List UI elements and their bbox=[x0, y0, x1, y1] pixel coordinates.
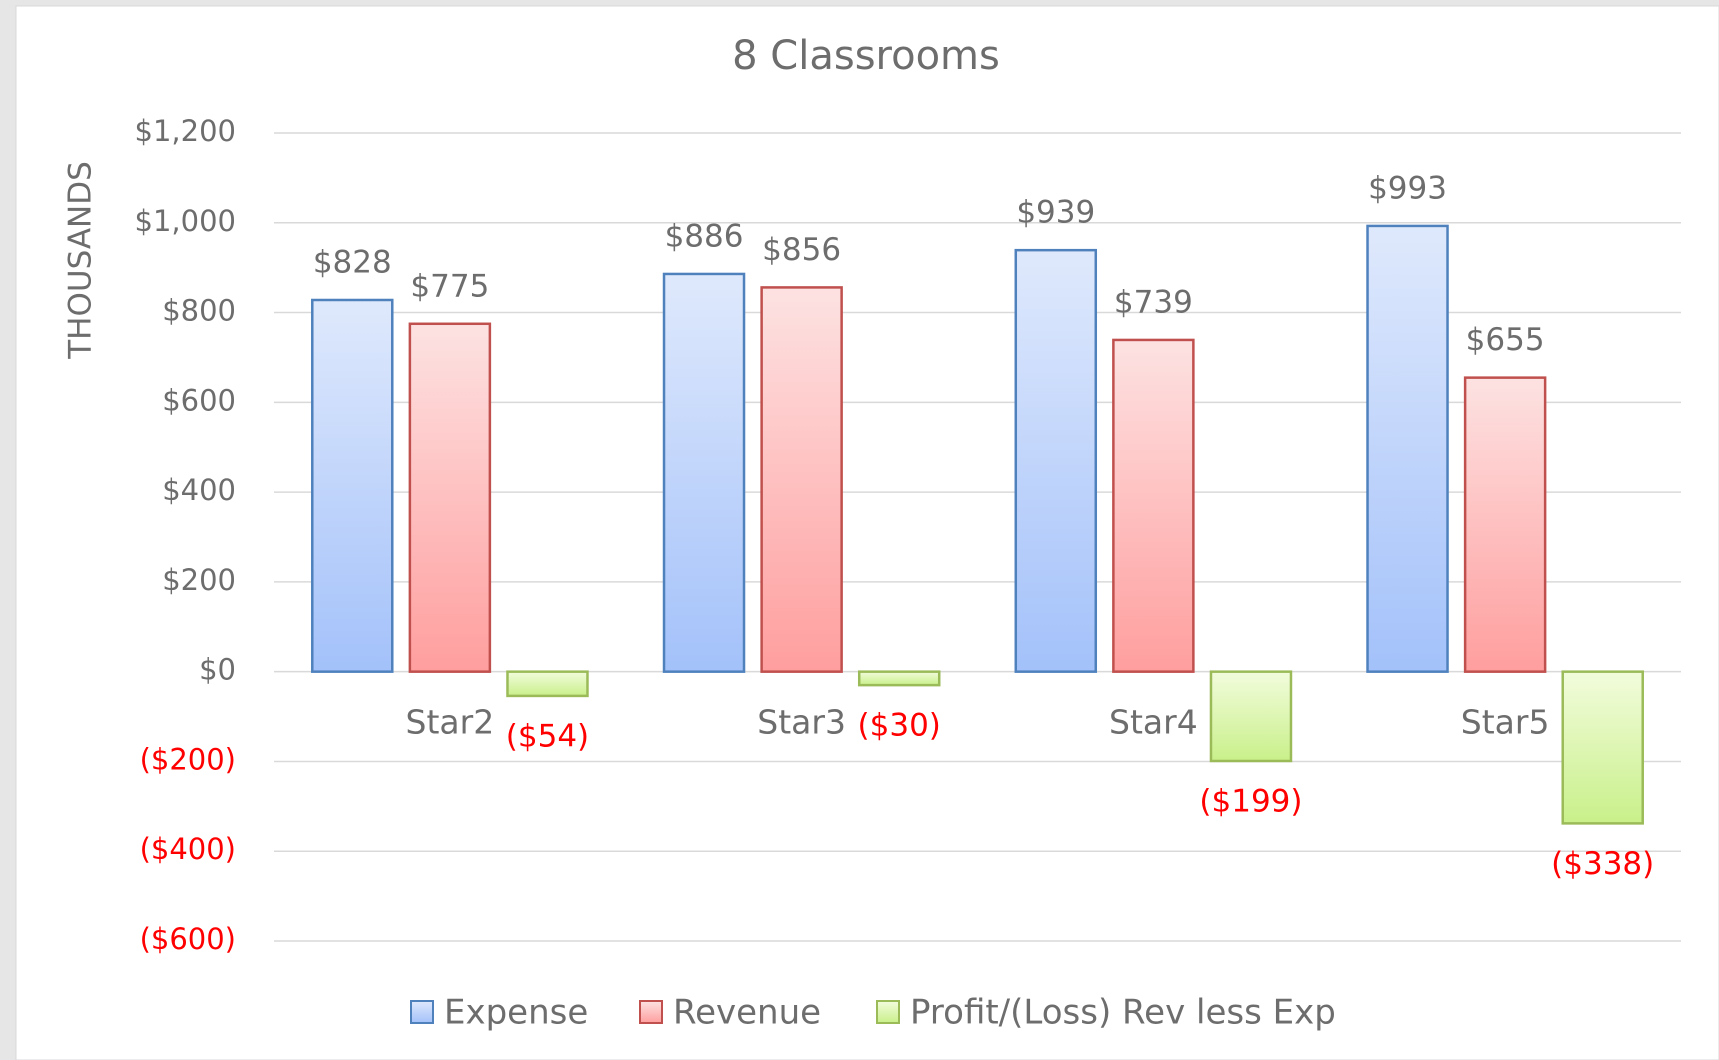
x-tick-label: Star2 bbox=[406, 703, 495, 742]
y-tick-label: $800 bbox=[162, 294, 236, 328]
bar bbox=[1112, 338, 1195, 673]
data-label: ($338) bbox=[1551, 846, 1654, 882]
y-tick-label: $600 bbox=[162, 383, 236, 417]
legend-swatch bbox=[876, 1000, 900, 1024]
bar bbox=[760, 286, 843, 673]
y-tick-label: $400 bbox=[162, 473, 236, 507]
bar bbox=[1561, 670, 1644, 825]
bar bbox=[857, 670, 941, 687]
y-axis-label: THOUSANDS bbox=[63, 161, 99, 360]
y-tick-label: $200 bbox=[162, 563, 236, 597]
legend-label: Expense bbox=[444, 993, 588, 1033]
data-label: $739 bbox=[1114, 284, 1193, 320]
y-tick-label: ($400) bbox=[140, 832, 236, 866]
y-tick-label: $0 bbox=[199, 653, 236, 687]
data-label: $993 bbox=[1368, 170, 1447, 206]
data-label: $939 bbox=[1016, 195, 1095, 231]
bar bbox=[311, 298, 394, 673]
legend-swatch bbox=[410, 1000, 434, 1024]
y-tick-label: $1,000 bbox=[135, 204, 236, 238]
data-label: ($54) bbox=[506, 718, 589, 754]
x-tick-label: Star5 bbox=[1461, 703, 1550, 742]
data-label: ($199) bbox=[1199, 783, 1302, 819]
data-label: $655 bbox=[1466, 322, 1545, 358]
legend-label: Profit/(Loss) Rev less Exp bbox=[910, 993, 1336, 1033]
x-tick-label: Star4 bbox=[1109, 703, 1198, 742]
bar bbox=[408, 322, 492, 673]
bar bbox=[1209, 670, 1293, 763]
legend-label: Revenue bbox=[673, 993, 821, 1033]
y-tick-label: ($600) bbox=[140, 922, 236, 956]
bar bbox=[1014, 248, 1098, 673]
y-tick-label: ($200) bbox=[140, 742, 236, 776]
chart-area bbox=[15, 5, 1719, 1060]
legend-swatch bbox=[639, 1000, 663, 1024]
y-tick-label: $1,200 bbox=[135, 114, 236, 148]
bar bbox=[1463, 376, 1547, 673]
data-label: $856 bbox=[762, 232, 841, 268]
bar bbox=[506, 670, 589, 698]
data-label: ($30) bbox=[858, 708, 941, 744]
bar bbox=[662, 272, 746, 673]
bar bbox=[1366, 224, 1449, 673]
data-label: $886 bbox=[665, 218, 744, 254]
x-tick-label: Star3 bbox=[757, 703, 846, 742]
data-label: $775 bbox=[410, 268, 489, 304]
chart-title: 8 Classrooms bbox=[732, 33, 1000, 79]
data-label: $828 bbox=[313, 244, 392, 280]
